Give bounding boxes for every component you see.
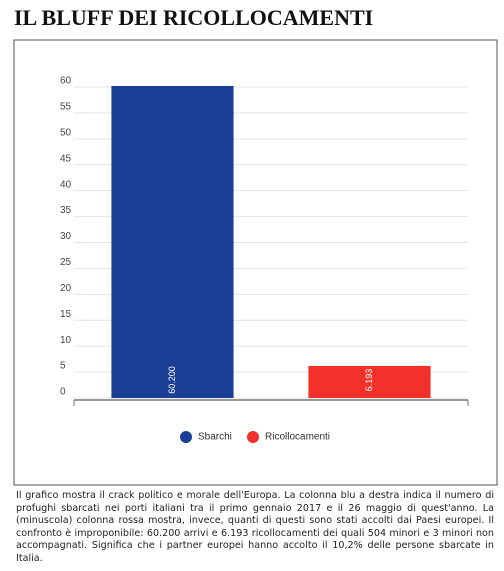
y-tick-label: 0 bbox=[60, 387, 66, 398]
y-tick-label: 5 bbox=[60, 361, 66, 372]
y-tick-label: 55 bbox=[60, 102, 72, 113]
y-tick-label: 35 bbox=[60, 205, 72, 216]
y-tick-label: 45 bbox=[60, 153, 72, 164]
y-tick-label: 10 bbox=[60, 335, 72, 346]
y-tick-label: 50 bbox=[60, 127, 72, 138]
bar-value-label: 60.200 bbox=[167, 366, 177, 394]
legend-label: Sbarchi bbox=[198, 432, 232, 443]
y-tick-label: 15 bbox=[60, 309, 72, 320]
bar bbox=[308, 365, 431, 398]
y-tick-label: 40 bbox=[60, 179, 72, 190]
y-tick-label: 60 bbox=[60, 76, 72, 87]
legend-swatch bbox=[247, 431, 259, 443]
legend-label: Ricollocamenti bbox=[265, 432, 330, 443]
y-tick-label: 30 bbox=[60, 231, 72, 242]
bar-value-label: 6.193 bbox=[364, 369, 374, 392]
bar bbox=[111, 85, 234, 399]
y-tick-label: 20 bbox=[60, 283, 72, 294]
legend-swatch bbox=[180, 431, 192, 443]
chart-title: IL BLUFF DEI RICOLLOCAMENTI bbox=[14, 5, 373, 30]
y-tick-label: 25 bbox=[60, 257, 72, 268]
frame bbox=[13, 39, 498, 486]
caption: Il grafico mostra il crack politico e mo… bbox=[16, 490, 494, 564]
